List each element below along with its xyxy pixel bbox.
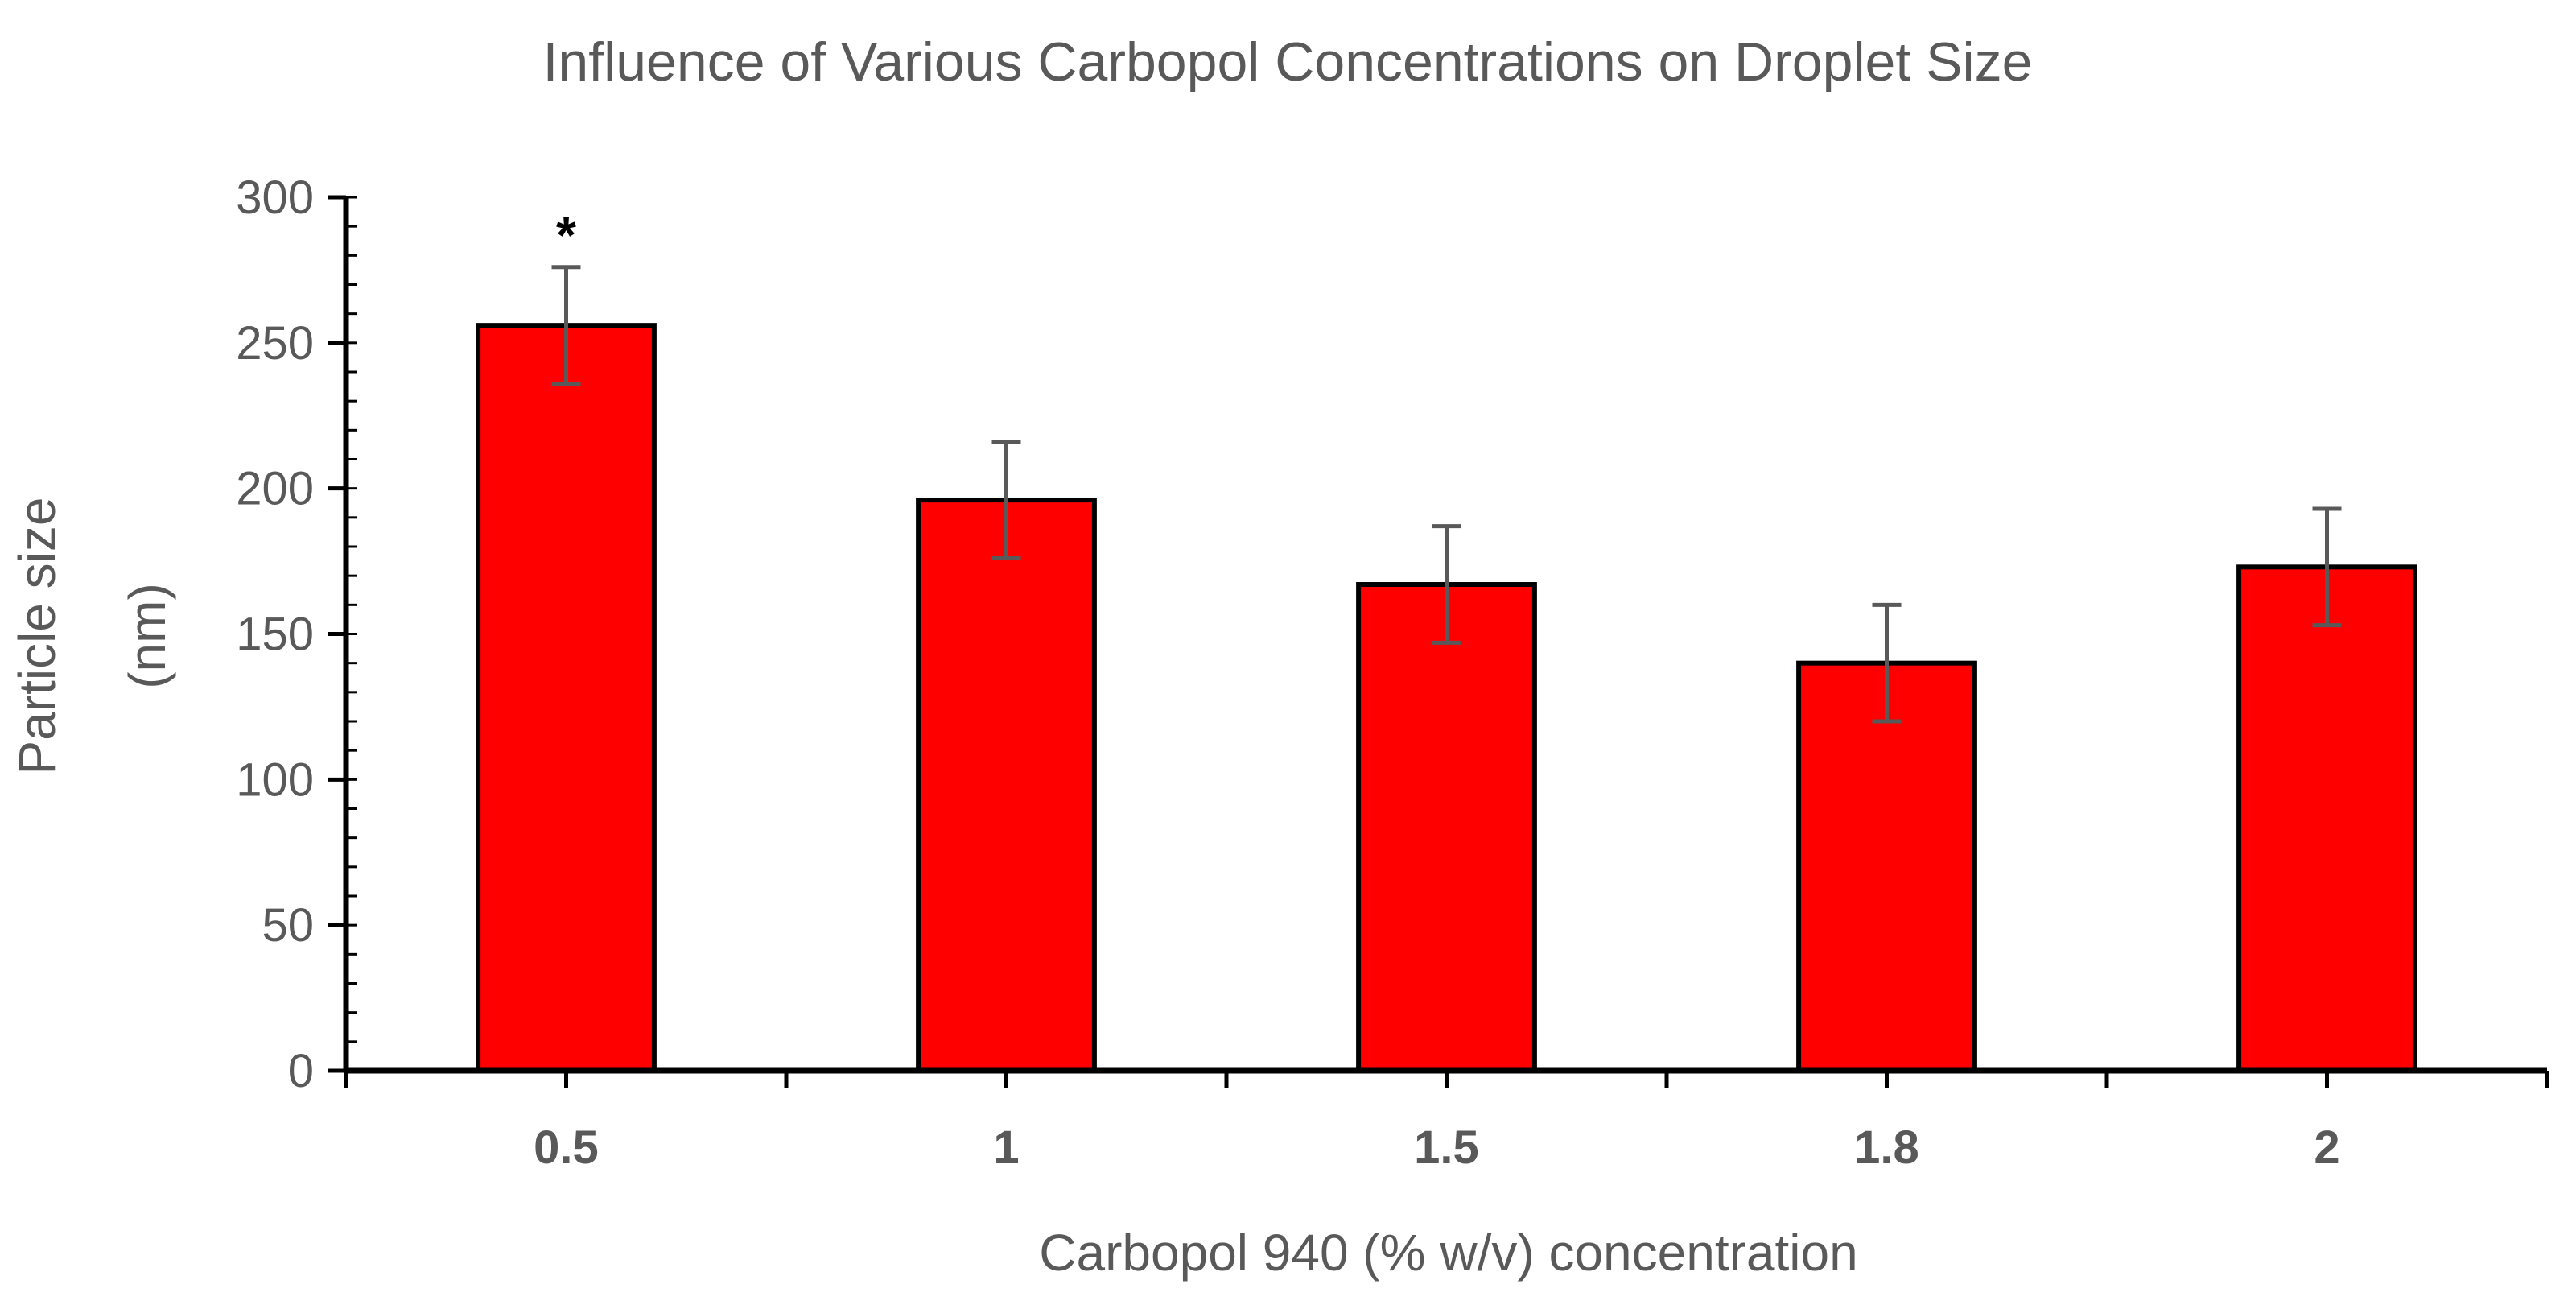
y-tick-label: 150 [236,609,314,661]
x-tick-label: 2 [2314,1121,2339,1174]
x-axis-title: Carbopol 940 (% w/v) concentration [1039,1224,1857,1282]
x-tick-label: 0.5 [534,1121,599,1174]
y-tick-label: 250 [236,317,314,370]
x-tick-label: 1.8 [1854,1121,1919,1174]
y-axis-title-line1: Particle size [8,498,66,775]
x-tick-label: 1.5 [1414,1121,1479,1174]
bar-1 [916,498,1097,1073]
bar-2 [2236,564,2417,1073]
y-tick-label: 0 [288,1045,314,1097]
plot-area: 0 50 100 150 200 250 300 0.5 1 1.5 1.8 2 * [236,171,2549,1174]
y-axis-title-line2: (nm) [118,583,176,689]
bar-1.5 [1356,582,1537,1073]
x-tick-label: 1 [993,1121,1019,1174]
bar-1.8 [1796,660,1977,1074]
y-axis-title: Particle size (nm) [8,498,176,775]
y-tick-label: 200 [236,463,314,515]
significance-marker: * [556,206,576,264]
y-tick-label: 50 [262,899,314,952]
chart-title: Influence of Various Carbopol Concentrat… [543,31,2033,93]
bar-0.5 [476,323,657,1073]
y-tick-label: 100 [236,754,314,806]
y-tick-label: 300 [236,171,314,224]
